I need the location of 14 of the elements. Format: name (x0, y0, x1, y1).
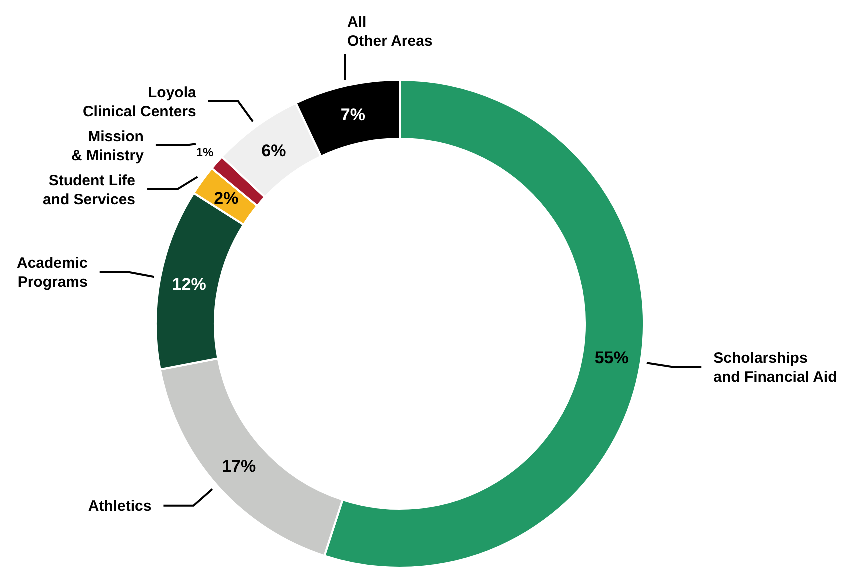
slice-label: Athletics (88, 498, 152, 516)
data-label: 6% (262, 141, 286, 160)
data-label: 1% (196, 145, 214, 160)
slice-label: Academic Programs (16, 255, 88, 292)
slice-label: Scholarships and Financial Aid (714, 350, 838, 386)
slice-label: Mission & Ministry (71, 128, 145, 164)
data-label: 7% (340, 106, 366, 125)
slice-label: All Other Areas (347, 14, 433, 50)
data-label: 17% (222, 456, 256, 476)
slice-label: Loyola Clinical Centers (82, 84, 198, 120)
data-label: 55% (594, 348, 629, 368)
data-label: 12% (172, 274, 206, 294)
slice-label: Student Life and Services (42, 172, 136, 208)
data-label: 2% (214, 188, 239, 208)
